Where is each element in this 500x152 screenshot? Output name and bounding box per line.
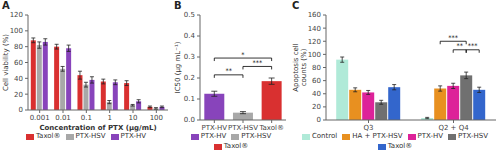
svg-text:Q3: Q3 xyxy=(364,124,374,132)
svg-text:PTX-HSV: PTX-HSV xyxy=(228,124,258,132)
svg-text:20: 20 xyxy=(312,103,321,111)
html-text:Taxol®: Taxol® xyxy=(223,142,249,150)
html-text:Taxol®: Taxol® xyxy=(36,132,61,140)
html-text:C: C xyxy=(292,0,300,11)
svg-text:80: 80 xyxy=(312,64,321,72)
html-text:PTX-HSV: PTX-HSV xyxy=(75,132,106,140)
svg-text:100: 100 xyxy=(308,51,321,59)
html-text:Control: Control xyxy=(311,132,338,140)
svg-text:40: 40 xyxy=(312,90,321,98)
svg-text:*: * xyxy=(241,51,245,59)
svg-text:**: ** xyxy=(225,67,232,75)
svg-text:Q2 + Q4: Q2 + Q4 xyxy=(438,124,469,132)
svg-text:0.0: 0.0 xyxy=(184,116,195,124)
svg-text:IC50 (μg mL⁻¹): IC50 (μg mL⁻¹) xyxy=(174,41,182,93)
svg-text:***: *** xyxy=(448,34,459,42)
svg-text:0.1: 0.1 xyxy=(184,95,195,103)
svg-text:0: 0 xyxy=(19,106,23,114)
svg-text:40: 40 xyxy=(14,75,23,83)
html-text:HA + PTX-HSV: HA + PTX-HSV xyxy=(352,132,403,140)
svg-text:0: 0 xyxy=(317,116,321,124)
svg-text:80: 80 xyxy=(14,43,23,51)
svg-text:10: 10 xyxy=(129,114,138,122)
html-text:PTX-HV: PTX-HV xyxy=(120,132,146,140)
svg-text:Taxol®: Taxol® xyxy=(258,124,284,132)
svg-text:0.5: 0.5 xyxy=(184,11,195,19)
svg-text:100: 100 xyxy=(10,27,23,35)
svg-text:60: 60 xyxy=(312,77,321,85)
svg-text:0.001: 0.001 xyxy=(30,114,50,122)
svg-text:Apoptosis cellcounts (%): Apoptosis cellcounts (%) xyxy=(292,43,308,92)
svg-text:***: *** xyxy=(252,59,262,67)
svg-text:0.3: 0.3 xyxy=(184,53,195,61)
svg-text:120: 120 xyxy=(308,38,321,46)
html-text:PTX-HSV: PTX-HSV xyxy=(241,132,272,140)
svg-text:0.1: 0.1 xyxy=(81,114,92,122)
svg-text:***: *** xyxy=(468,42,479,50)
html-text:Taxol®: Taxol® xyxy=(387,142,413,150)
svg-text:**: ** xyxy=(456,42,463,50)
svg-text:0.01: 0.01 xyxy=(55,114,71,122)
svg-text:120: 120 xyxy=(10,11,23,19)
svg-text:Cell viability (%): Cell viability (%) xyxy=(8,34,10,91)
html-text:B: B xyxy=(174,0,182,11)
svg-text:PTX-HV: PTX-HV xyxy=(202,124,228,132)
svg-text:140: 140 xyxy=(308,25,321,33)
svg-text:100: 100 xyxy=(150,114,163,122)
html-text:PTX-HSV: PTX-HSV xyxy=(458,132,489,140)
html-text:PTX-HV: PTX-HV xyxy=(417,132,444,140)
svg-text:60: 60 xyxy=(14,59,23,67)
svg-text:Concentration of PTX (μg/mL): Concentration of PTX (μg/mL) xyxy=(39,124,156,132)
html-text:A: A xyxy=(2,0,10,11)
html-text:PTX-HV: PTX-HV xyxy=(200,132,227,140)
svg-text:1: 1 xyxy=(107,114,111,122)
svg-text:160: 160 xyxy=(308,11,321,19)
svg-text:0.2: 0.2 xyxy=(184,74,195,82)
svg-text:0.4: 0.4 xyxy=(184,32,196,40)
svg-text:20: 20 xyxy=(14,91,23,99)
